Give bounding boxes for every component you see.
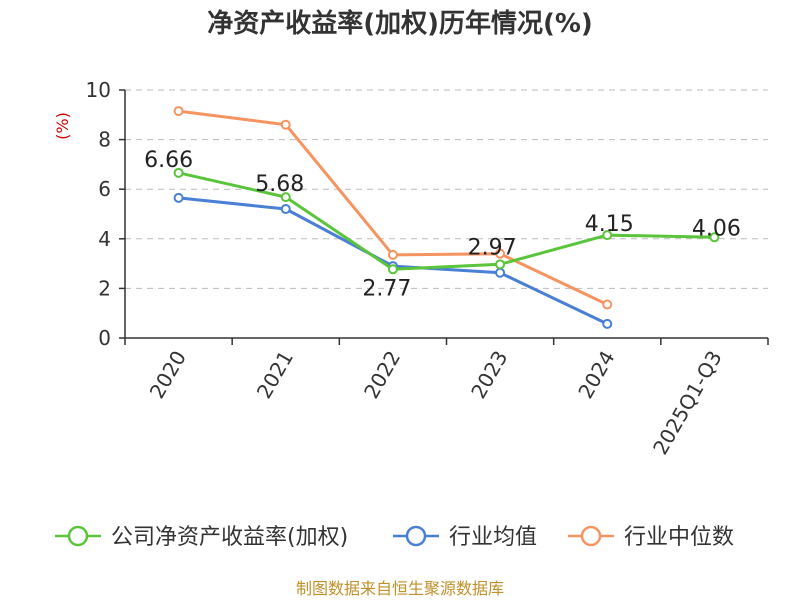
y-tick-label: 10 <box>86 78 111 102</box>
chart-title: 净资产收益率(加权)历年情况(%) <box>207 8 593 39</box>
data-label: 4.15 <box>585 212 634 237</box>
data-point[interactable] <box>173 192 184 203</box>
legend[interactable]: 公司净资产收益率(加权) 行业均值 行业中位数 <box>55 525 734 550</box>
data-point[interactable] <box>495 259 506 270</box>
data-point[interactable] <box>495 267 506 278</box>
legend-marker <box>67 525 89 547</box>
x-tick-label: 2023 <box>466 347 512 403</box>
data-label: 5.68 <box>255 172 304 197</box>
data-point[interactable] <box>387 249 398 260</box>
data-point[interactable] <box>280 192 291 203</box>
source-note: 制图数据来自恒生聚源数据库 <box>296 579 504 598</box>
y-tick-label: 8 <box>98 128 111 152</box>
data-point[interactable] <box>173 167 184 178</box>
data-point[interactable] <box>602 230 613 241</box>
data-point[interactable] <box>602 299 613 310</box>
series-line-1 <box>178 196 608 326</box>
legend-item-2[interactable]: 行业中位数 <box>568 525 734 550</box>
y-tick-label: 4 <box>98 227 111 251</box>
legend-label: 行业中位数 <box>624 525 734 550</box>
y-tick-label: 6 <box>98 177 111 201</box>
data-point[interactable] <box>602 318 613 329</box>
x-tick-label: 2024 <box>573 347 619 403</box>
y-axis-label: (%) <box>53 112 72 140</box>
data-point[interactable] <box>173 106 184 117</box>
data-point[interactable] <box>280 119 291 130</box>
legend-marker <box>405 525 427 547</box>
legend-label: 公司净资产收益率(加权) <box>111 525 348 550</box>
x-tick-label: 2022 <box>359 347 405 403</box>
legend-marker <box>580 525 602 547</box>
series-line-0 <box>178 171 715 271</box>
data-label: 4.06 <box>692 216 741 241</box>
legend-item-0[interactable]: 公司净资产收益率(加权) <box>55 525 348 550</box>
x-tick-label: 2020 <box>145 347 191 403</box>
data-point[interactable] <box>387 264 398 275</box>
data-labels: 6.66 5.68 2.77 2.97 4.15 4.06 <box>144 148 741 301</box>
legend-item-1[interactable]: 行业均值 <box>393 525 537 550</box>
y-tick-label: 2 <box>98 276 111 300</box>
data-label: 6.66 <box>144 148 193 173</box>
series-lines <box>173 106 720 329</box>
grid-lines <box>125 89 768 289</box>
y-tick-label: 0 <box>98 326 111 350</box>
x-tick-label: 2025Q1-Q3 <box>648 347 727 459</box>
legend-label: 行业均值 <box>449 525 537 550</box>
data-point[interactable] <box>280 204 291 215</box>
x-tick-label: 2021 <box>252 347 298 403</box>
data-label: 2.77 <box>362 276 411 301</box>
data-label: 2.97 <box>468 235 517 260</box>
data-point[interactable] <box>709 232 720 243</box>
data-point[interactable] <box>495 248 506 259</box>
